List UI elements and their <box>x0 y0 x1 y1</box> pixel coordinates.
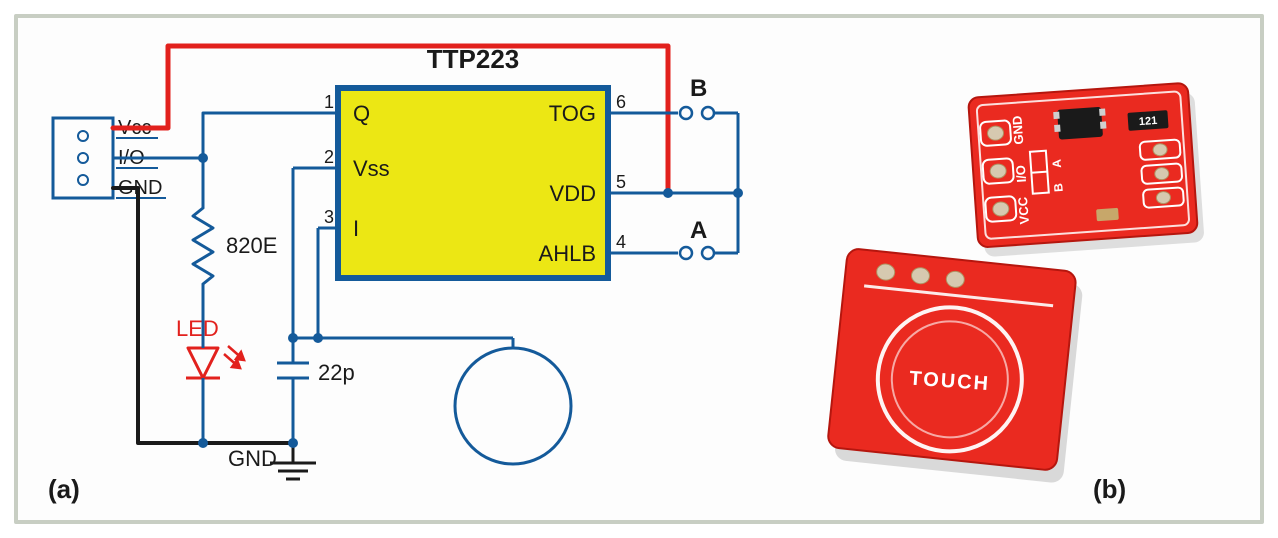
jumper-a-label: A <box>690 217 707 244</box>
resistor-value: 820E <box>226 233 277 258</box>
ic-pinnum-6: 6 <box>616 92 626 112</box>
panel-b-label: (b) <box>1093 474 1126 504</box>
figure-panel: TTP223 Q Vss I 1 2 3 TOG VDD AHLB 6 5 4 <box>14 14 1264 524</box>
schematic: TTP223 Q Vss I 1 2 3 TOG VDD AHLB 6 5 4 <box>48 44 743 504</box>
root-frame: TTP223 Q Vss I 1 2 3 TOG VDD AHLB 6 5 4 <box>0 0 1278 538</box>
gnd-label: GND <box>228 446 277 471</box>
jumper-b-pad2 <box>702 107 714 119</box>
node-led-gnd <box>198 438 208 448</box>
jumper-a-pad1 <box>680 247 692 259</box>
resistor-symbol <box>193 208 213 284</box>
jumper-b-pad1 <box>680 107 692 119</box>
ic-pinnum-5: 5 <box>616 172 626 192</box>
pcb-front: TOUCH <box>826 248 1085 484</box>
panel-a-label: (a) <box>48 474 80 504</box>
ic-pinnum-2: 2 <box>324 147 334 167</box>
ic-pin-i: I <box>353 216 359 241</box>
ic-pin-tog: TOG <box>549 101 596 126</box>
node-i2 <box>313 333 323 343</box>
ic-pin-vdd: VDD <box>550 181 596 206</box>
node-io <box>198 153 208 163</box>
led-label: LED <box>176 316 219 341</box>
ic-pinnum-1: 1 <box>324 92 334 112</box>
touchpad-circle <box>455 348 571 464</box>
jumper-b-label: B <box>690 75 707 102</box>
svg-text:I/O: I/O <box>1013 165 1029 183</box>
node-i1 <box>288 333 298 343</box>
led-arrows <box>224 346 244 368</box>
hdr-pin-gnd <box>78 175 88 185</box>
node-cap-gnd <box>288 438 298 448</box>
ic-pinnum-3: 3 <box>324 207 334 227</box>
cap-value: 22p <box>318 360 355 385</box>
led-triangle <box>188 348 218 378</box>
svg-text:B: B <box>1051 182 1066 192</box>
ic-pinnum-4: 4 <box>616 232 626 252</box>
svg-text:GND: GND <box>1009 115 1026 145</box>
svg-text:VCC: VCC <box>1015 196 1032 225</box>
pcb-back-cap <box>1096 208 1119 222</box>
pcb-back-chip <box>1053 106 1107 140</box>
hdr-pin-io <box>78 153 88 163</box>
pcb-back-resistor: 121 <box>1127 110 1168 131</box>
figure-svg: TTP223 Q Vss I 1 2 3 TOG VDD AHLB 6 5 4 <box>18 18 1268 528</box>
ic-pin-ahlb: AHLB <box>539 241 596 266</box>
svg-text:121: 121 <box>1139 115 1158 128</box>
svg-text:A: A <box>1049 158 1064 168</box>
hdr-pin-vcc <box>78 131 88 141</box>
pcb-back: GND I/O VCC A B <box>968 82 1205 257</box>
jumper-a-pad2 <box>702 247 714 259</box>
ic-pin-q: Q <box>353 101 370 126</box>
pcb-photo: GND I/O VCC A B <box>826 82 1205 504</box>
ic-pin-vss: Vss <box>353 156 390 181</box>
